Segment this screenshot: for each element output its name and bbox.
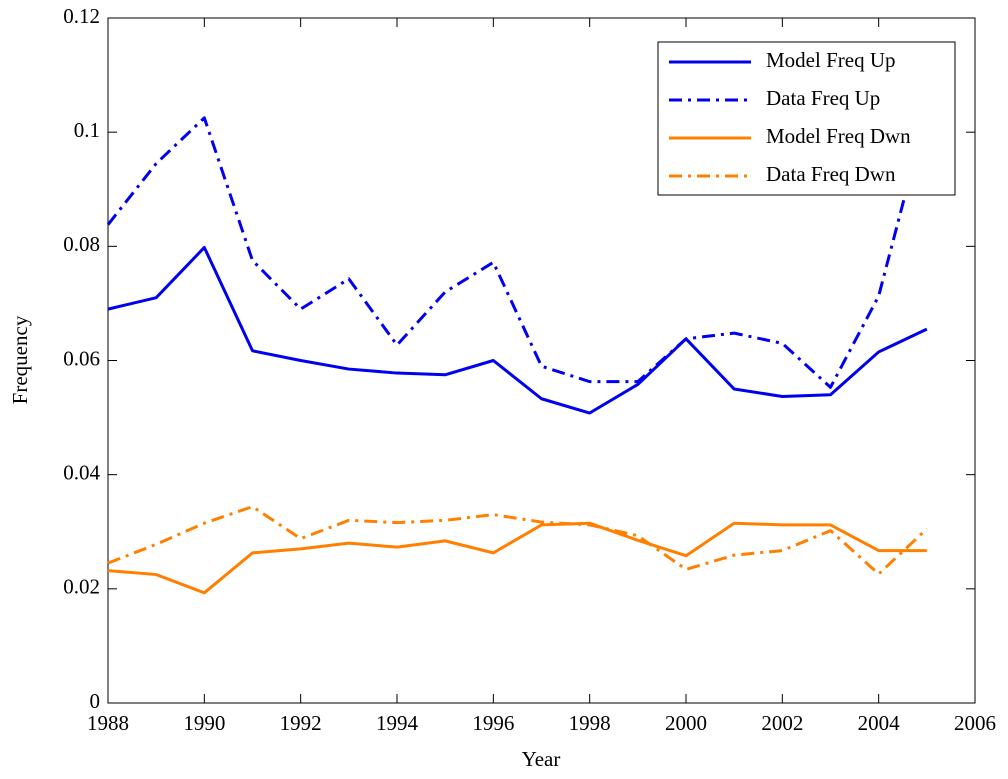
x-tick-label: 2004: [858, 711, 901, 735]
series-line: [107, 521, 927, 595]
y-tick-label: 0.06: [63, 346, 100, 370]
legend-label: Model Freq Up: [766, 48, 896, 72]
y-tick-label: 0.1: [74, 118, 100, 142]
y-tick-label: 0.08: [63, 232, 100, 256]
x-tick-label: 2006: [954, 711, 996, 735]
y-tick-label: 0.04: [63, 460, 100, 484]
y-tick-label: 0.12: [63, 4, 100, 28]
legend-box: [657, 41, 956, 196]
y-tick-label: 0: [90, 689, 101, 713]
y-axis-label: Frequency: [8, 315, 32, 404]
x-tick-label: 1988: [87, 711, 129, 735]
legend-label: Model Freq Dwn: [766, 124, 911, 148]
legend-label: Data Freq Up: [766, 86, 880, 110]
x-tick-label: 1994: [376, 711, 419, 735]
x-tick-label: 2002: [761, 711, 803, 735]
x-tick-label: 1998: [569, 711, 611, 735]
y-tick-label: 0.02: [63, 575, 100, 599]
x-tick-label: 1990: [183, 711, 225, 735]
series-line: [107, 505, 928, 576]
legend-label: Data Freq Dwn: [766, 162, 896, 186]
x-tick-label: 1992: [280, 711, 322, 735]
series-line: [107, 245, 928, 415]
x-tick-label: 1996: [472, 711, 514, 735]
x-tick-label: 2000: [665, 711, 707, 735]
series-line: [106, 111, 929, 389]
x-axis-label: Year: [522, 747, 561, 771]
